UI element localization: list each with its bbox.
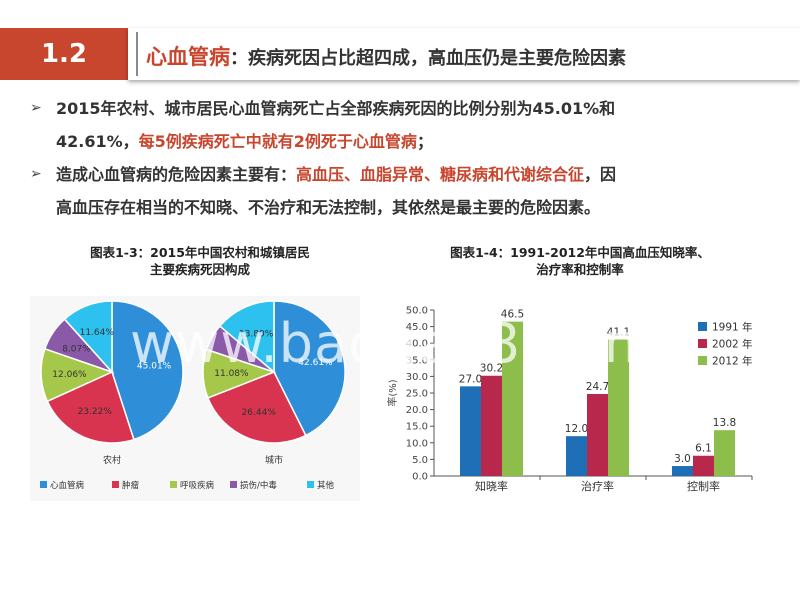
- arrow-bullet-icon: ➢: [30, 166, 42, 182]
- legend-swatch: [307, 481, 314, 488]
- legend-swatch: [698, 356, 707, 365]
- y-tick-label: 20.0: [406, 405, 428, 416]
- y-tick-label: 0.0: [412, 472, 428, 483]
- bullet-1-highlight: 每5例疾病死亡中就有2例死于心血管病: [138, 132, 417, 151]
- bar-value-label: 24.7: [586, 381, 609, 393]
- legend-swatch: [230, 481, 237, 488]
- legend-label: 2012 年: [712, 355, 753, 368]
- arrow-bullet-icon: ➢: [30, 100, 42, 116]
- legend-label: 其他: [317, 480, 335, 491]
- pie-title-line-1: 图表1-3：2015年中国农村和城镇居民: [90, 245, 310, 260]
- legend-swatch: [698, 339, 707, 348]
- bullet-2-text: 造成心血管病的危险因素主要有：: [56, 165, 297, 184]
- legend-label: 心血管病: [50, 480, 85, 491]
- pie-slice-label: 8.07%: [62, 344, 91, 354]
- title-divider: [136, 32, 138, 76]
- x-tick-label: 知晓率: [475, 479, 508, 493]
- legend-swatch: [112, 481, 119, 488]
- legend-label: 2002 年: [712, 338, 753, 351]
- bar-value-label: 41.1: [607, 327, 630, 339]
- bar-value-label: 13.8: [713, 417, 736, 429]
- bullet-1-line-2: 42.61%，每5例疾病死亡中就有2例死于心血管病；: [56, 125, 770, 158]
- bar: [693, 455, 714, 476]
- pie-name-label: 城市: [265, 454, 283, 466]
- pie-slice-label: 11.08%: [214, 369, 249, 379]
- section-number: 1.2: [0, 28, 128, 80]
- pie-chart-title: 图表1-3：2015年中国农村和城镇居民 主要疾病死因构成: [60, 244, 340, 278]
- bar-value-label: 12.0: [565, 423, 588, 435]
- y-tick-label: 5.0: [412, 455, 428, 466]
- pie-slice-label: 45.01%: [137, 361, 172, 371]
- bullet-2-line-1: 造成心血管病的危险因素主要有：高血压、血脂异常、糖尿病和代谢综合征，因: [56, 158, 770, 191]
- pie-slice-label: 26.44%: [242, 408, 277, 418]
- slide-title: 心血管病 ：疾病死因占比超四成，高血压仍是主要危险因素: [146, 28, 626, 80]
- pie-slice: [111, 300, 184, 441]
- title-main: 心血管病: [146, 45, 230, 69]
- bar: [460, 386, 481, 476]
- legend-swatch: [698, 322, 707, 331]
- pie-slice-label: 42.61%: [298, 358, 333, 368]
- title-bar: 心血管病 ：疾病死因占比超四成，高血压仍是主要危险因素: [128, 28, 800, 80]
- bullet-2-line-2: 高血压存在相当的不知晓、不治疗和无法控制，其依然是最主要的危险因素。: [56, 198, 601, 217]
- legend-label: 损伤/中毒: [240, 480, 277, 491]
- legend-label: 呼吸疾病: [180, 480, 215, 491]
- legend-swatch: [40, 481, 47, 488]
- bullet-list: ➢ 2015年农村、城市居民心血管病死亡占全部疾病死因的比例分别为45.01%和…: [30, 92, 770, 224]
- bullet-item-2: ➢ 造成心血管病的危险因素主要有：高血压、血脂异常、糖尿病和代谢综合征，因 高血…: [30, 158, 770, 224]
- y-tick-label: 25.0: [406, 389, 428, 400]
- pie-slice: [63, 300, 113, 374]
- pie-slice-label: 11.64%: [80, 328, 115, 338]
- pie-slice-label: 23.22%: [78, 407, 113, 417]
- bar: [481, 375, 502, 476]
- bar: [714, 430, 735, 476]
- bar: [502, 321, 523, 476]
- bullet-1-end: ；: [416, 132, 433, 151]
- x-tick-label: 治疗率: [581, 479, 614, 493]
- bar: [672, 466, 693, 476]
- bar: [566, 436, 587, 476]
- y-tick-label: 30.0: [406, 372, 428, 383]
- legend-label: 肿瘤: [122, 480, 140, 491]
- y-tick-label: 40.0: [406, 339, 428, 350]
- bullet-1-line-1: 2015年农村、城市居民心血管病死亡占全部疾病死因的比例分别为45.01%和: [56, 99, 616, 118]
- bar-title-line-1: 图表1-4：1991-2012年中国高血压知晓率、: [450, 245, 710, 260]
- bullet-2-highlight: 高血压、血脂异常、糖尿病和代谢综合征: [296, 165, 585, 184]
- pie-slice: [273, 300, 346, 437]
- y-axis-label: 率(%): [386, 379, 399, 406]
- bar-title-line-2: 治疗率和控制率: [536, 262, 624, 277]
- bar-value-label: 30.2: [480, 363, 503, 375]
- pie-slice: [46, 370, 135, 444]
- bar-value-label: 27.0: [459, 373, 482, 385]
- slide-header: 1.2 心血管病 ：疾病死因占比超四成，高血压仍是主要危险因素: [0, 28, 800, 80]
- y-tick-label: 50.0: [406, 306, 428, 317]
- y-tick-label: 35.0: [406, 355, 428, 366]
- bullet-2-end: ，因: [584, 165, 617, 184]
- pie-slice: [206, 371, 307, 444]
- bar-chart-title: 图表1-4：1991-2012年中国高血压知晓率、 治疗率和控制率: [430, 244, 730, 278]
- pie-slice-label: 12.06%: [52, 370, 87, 380]
- bar-value-label: 6.1: [695, 443, 712, 455]
- y-tick-label: 15.0: [406, 422, 428, 433]
- pie-chart: 45.01% 23.22% 12.06% 8.07% 11.64% 农村 42.61% 26.…: [30, 296, 360, 501]
- pie-slice-label: 13.80%: [239, 329, 274, 339]
- bar-chart: 0.0 5.0 10.0 15.0 20.0 25.0 30.0 35.0 40.0 45.0 50…: [386, 306, 753, 494]
- bullet-1-text: 42.61%，: [56, 132, 139, 151]
- x-tick-label: 控制率: [687, 479, 720, 493]
- legend-swatch: [170, 481, 177, 488]
- bar: [587, 393, 608, 476]
- bar: [608, 339, 629, 476]
- bullet-item-1: ➢ 2015年农村、城市居民心血管病死亡占全部疾病死因的比例分别为45.01%和…: [30, 92, 770, 158]
- bar-value-label: 3.0: [674, 453, 691, 465]
- bar-value-label: 46.5: [501, 309, 524, 321]
- y-tick-label: 10.0: [406, 438, 428, 449]
- title-sub: ：疾病死因占比超四成，高血压仍是主要危险因素: [230, 48, 626, 69]
- legend-label: 1991 年: [712, 321, 753, 334]
- y-tick-label: 45.0: [406, 322, 428, 333]
- pie-name-label: 农村: [103, 454, 121, 466]
- pie-slice: [218, 300, 275, 374]
- pie-title-line-2: 主要疾病死因构成: [149, 262, 250, 277]
